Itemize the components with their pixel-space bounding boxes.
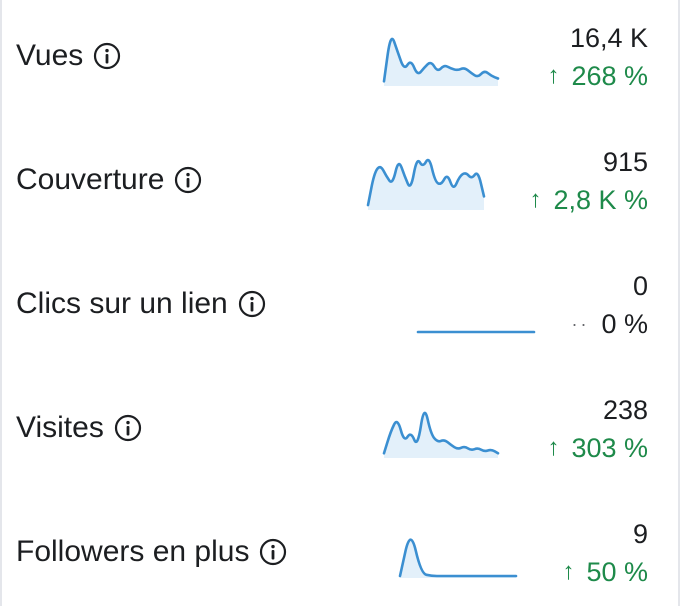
arrow-up-icon: ↑ [547,434,560,461]
metric-change-clics: ·· 0 % [571,308,648,340]
metric-row-vues[interactable]: Vues 16,4 K ↑ 268 % [2,0,680,110]
metric-change-vues: ↑ 268 % [547,60,648,92]
info-circle-icon[interactable] [259,538,287,566]
metric-value-vues: 16,4 K [569,23,648,53]
info-circle-icon[interactable] [238,290,266,318]
sparkline-couverture [366,158,486,210]
metric-label-couverture: Couverture [16,162,202,198]
metric-row-couverture[interactable]: Couverture 915 ↑ 2,8 K % [2,124,680,234]
sparkline-clics [416,330,536,334]
sparkline-line [382,411,500,455]
sparkline-followers [398,538,518,578]
metric-title: Visites [16,411,104,444]
info-circle-icon[interactable] [174,166,202,194]
metric-change-couverture: ↑ 2,8 K % [529,184,648,216]
metric-change-followers: ↑ 50 % [562,556,648,588]
arrow-up-icon: ↑ [529,186,542,213]
metric-label-visites: Visites [16,410,142,446]
change-percent: 268 % [571,61,648,91]
change-percent: 303 % [571,433,648,463]
arrow-up-icon: ↑ [547,62,560,89]
metric-value-followers: 9 [632,519,648,549]
sparkline-line [382,37,500,83]
metric-title: Followers en plus [16,535,250,568]
sparkline-area [400,539,516,578]
info-circle-icon[interactable] [93,42,121,70]
arrow-up-icon: ↑ [562,558,575,585]
metric-title: Vues [16,39,84,72]
metric-label-clics: Clics sur un lien [16,286,266,322]
metric-change-visites: ↑ 303 % [547,432,648,464]
sparkline-visites [382,411,500,458]
sparkline-area [384,412,498,458]
dots-icon: ·· [571,314,590,334]
metric-value-visites: 238 [602,395,648,425]
metric-row-clics[interactable]: Clics sur un lien 0 ·· 0 % [2,248,680,358]
metric-label-vues: Vues [16,38,121,74]
change-percent: 0 % [601,309,648,339]
info-circle-icon[interactable] [114,414,142,442]
metric-row-followers[interactable]: Followers en plus 9 ↑ 50 % [2,496,680,606]
sparkline-line [398,538,518,578]
change-percent: 50 % [586,557,648,587]
sparkline-vues [382,37,500,86]
metric-value-clics: 0 [632,271,648,301]
change-percent: 2,8 K % [553,185,648,215]
metric-title: Couverture [16,163,165,196]
metric-label-followers: Followers en plus [16,534,287,570]
metric-title: Clics sur un lien [16,287,228,320]
sparkline-area [384,38,498,86]
sparkline-area [368,160,484,210]
metric-value-couverture: 915 [602,147,648,177]
sparkline-line [366,158,486,207]
metric-row-visites[interactable]: Visites 238 ↑ 303 % [2,372,680,482]
